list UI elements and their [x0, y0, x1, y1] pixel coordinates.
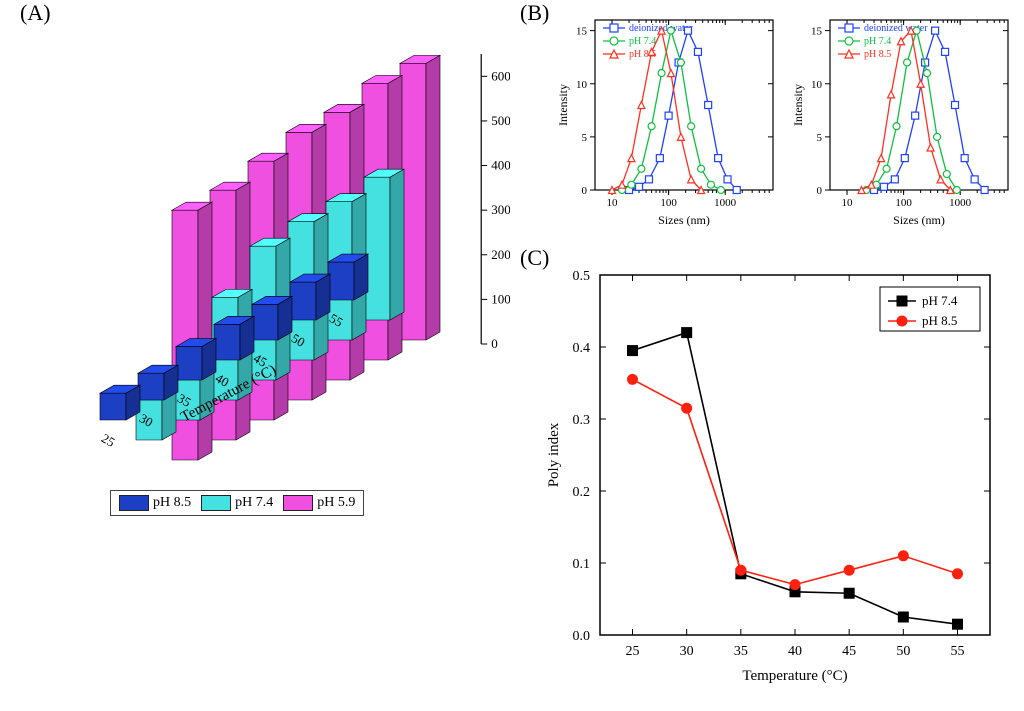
legend-item: pH 8.5 — [119, 495, 191, 511]
panel-b-label: (B) — [520, 0, 549, 26]
svg-text:45: 45 — [842, 644, 856, 659]
legend-text: pH 5.9 — [317, 495, 355, 511]
svg-text:pH 7.4: pH 7.4 — [629, 36, 656, 47]
svg-text:30: 30 — [680, 644, 694, 659]
svg-text:Intensity: Intensity — [556, 84, 570, 126]
svg-text:10: 10 — [607, 197, 619, 209]
svg-text:pH 8.5: pH 8.5 — [922, 313, 957, 328]
legend-swatch — [201, 495, 231, 511]
svg-text:100: 100 — [895, 197, 912, 209]
svg-text:300: 300 — [491, 202, 510, 217]
panel-b-right-chart: 101001000051015Sizes (nm)Intensitydeioni… — [790, 10, 1020, 230]
svg-text:400: 400 — [491, 158, 510, 173]
svg-text:1000: 1000 — [949, 197, 972, 209]
svg-text:5: 5 — [817, 132, 823, 144]
svg-text:15: 15 — [576, 26, 588, 38]
svg-text:Intensity: Intensity — [791, 84, 805, 126]
svg-text:pH 7.4: pH 7.4 — [864, 36, 891, 47]
svg-text:0.4: 0.4 — [573, 341, 591, 356]
legend-item: pH 5.9 — [283, 495, 355, 511]
svg-text:10: 10 — [576, 79, 588, 91]
svg-text:35: 35 — [734, 644, 748, 659]
svg-text:0: 0 — [582, 185, 588, 197]
panel-b-left-chart: 101001000051015Sizes (nm)Intensitydeioni… — [555, 10, 785, 230]
svg-text:5: 5 — [582, 132, 588, 144]
svg-text:500: 500 — [491, 113, 510, 128]
svg-text:600: 600 — [491, 68, 510, 83]
svg-text:Temperature (°C): Temperature (°C) — [742, 668, 847, 684]
svg-text:100: 100 — [660, 197, 677, 209]
legend-text: pH 7.4 — [235, 495, 273, 511]
panel-a-legend: pH 8.5 pH 7.4 pH 5.9 — [110, 490, 364, 516]
svg-text:Sizes (nm): Sizes (nm) — [658, 213, 710, 227]
svg-text:Sizes (nm): Sizes (nm) — [893, 213, 945, 227]
legend-swatch — [283, 495, 313, 511]
svg-text:10: 10 — [811, 79, 823, 91]
svg-text:pH 7.4: pH 7.4 — [922, 293, 958, 308]
svg-text:55: 55 — [951, 644, 965, 659]
svg-text:1000: 1000 — [714, 197, 737, 209]
svg-text:100: 100 — [491, 291, 510, 306]
svg-text:0.3: 0.3 — [573, 413, 591, 428]
svg-text:0.5: 0.5 — [573, 269, 591, 284]
panel-c-chart: 25 30 35 40 45 50 55 0.0 0.1 0.2 0.3 0.4 0.5 Temperat… — [540, 260, 1010, 690]
svg-text:Poly index: Poly index — [546, 422, 562, 487]
svg-text:40: 40 — [788, 644, 802, 659]
panel-a-chart: 0100200300400500600Sizes (nm)25303540455… — [10, 20, 510, 500]
svg-text:50: 50 — [896, 644, 910, 659]
svg-text:15: 15 — [811, 26, 823, 38]
svg-text:0.1: 0.1 — [573, 557, 591, 572]
svg-text:0: 0 — [817, 185, 823, 197]
svg-text:0: 0 — [491, 336, 498, 351]
legend-item: pH 7.4 — [201, 495, 273, 511]
svg-text:25: 25 — [626, 644, 640, 659]
svg-text:25: 25 — [99, 430, 118, 449]
svg-text:10: 10 — [842, 197, 854, 209]
svg-text:0.2: 0.2 — [573, 485, 591, 500]
legend-swatch — [119, 495, 149, 511]
svg-text:0.0: 0.0 — [573, 629, 591, 644]
legend-text: pH 8.5 — [153, 495, 191, 511]
svg-text:pH 8.5: pH 8.5 — [864, 49, 891, 60]
svg-text:200: 200 — [491, 247, 510, 262]
